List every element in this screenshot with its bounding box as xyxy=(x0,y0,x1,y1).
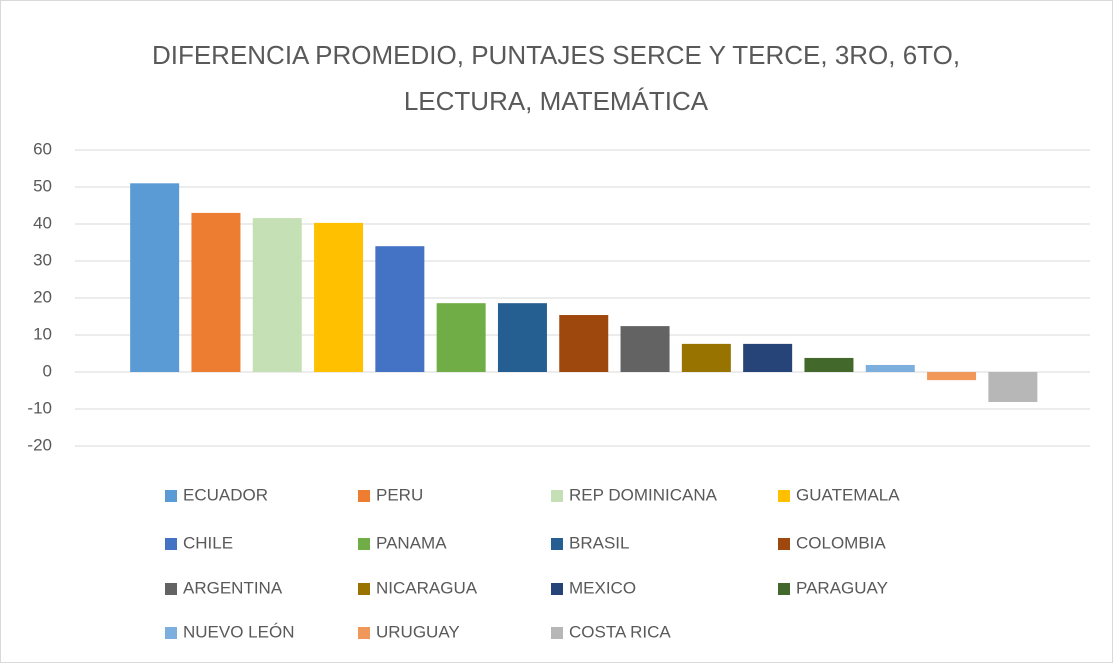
legend-swatch xyxy=(551,538,563,550)
legend-label: ECUADOR xyxy=(183,485,268,504)
bar xyxy=(497,303,547,372)
legend-swatch xyxy=(165,490,177,502)
legend-label: CHILE xyxy=(183,533,233,552)
legend-label: PERU xyxy=(376,485,423,504)
bar xyxy=(865,364,915,372)
legend-swatch xyxy=(778,490,790,502)
bar xyxy=(559,315,609,372)
legend-label: BRASIL xyxy=(569,533,629,552)
legend-swatch xyxy=(551,490,563,502)
legend-label: ARGENTINA xyxy=(183,578,283,597)
y-tick-label: 10 xyxy=(33,324,52,343)
legend-swatch xyxy=(358,627,370,639)
bar xyxy=(804,357,854,372)
legend-swatch xyxy=(778,583,790,595)
y-tick-label: 40 xyxy=(33,213,52,232)
y-tick-label: -10 xyxy=(27,398,52,417)
legend-swatch xyxy=(551,627,563,639)
y-tick-label: -20 xyxy=(27,435,52,454)
legend-swatch xyxy=(165,538,177,550)
legend-swatch xyxy=(165,627,177,639)
legend-label: MEXICO xyxy=(569,578,636,597)
y-tick-label: 20 xyxy=(33,287,52,306)
legend-swatch xyxy=(358,490,370,502)
bar xyxy=(927,372,977,381)
legend-label: URUGUAY xyxy=(376,622,460,641)
bar xyxy=(681,343,731,372)
legend-label: REP DOMINICANA xyxy=(569,485,718,504)
bar xyxy=(314,222,364,372)
legend-label: GUATEMALA xyxy=(796,485,900,504)
bar xyxy=(620,326,670,372)
bar xyxy=(252,218,302,372)
bar xyxy=(743,343,793,372)
legend-label: COSTA RICA xyxy=(569,622,671,641)
legend-label: PARAGUAY xyxy=(796,578,888,597)
legend-swatch xyxy=(358,538,370,550)
chart-title: DIFERENCIA PROMEDIO, PUNTAJES SERCE Y TE… xyxy=(151,40,961,116)
y-tick-label: 50 xyxy=(33,176,52,195)
legend-swatch xyxy=(358,583,370,595)
y-tick-label: 60 xyxy=(33,139,52,158)
legend-swatch xyxy=(551,583,563,595)
bar xyxy=(988,372,1038,402)
legend-label: COLOMBIA xyxy=(796,533,886,552)
legend-swatch xyxy=(778,538,790,550)
bar xyxy=(436,303,486,372)
bar xyxy=(130,183,180,372)
y-tick-label: 0 xyxy=(43,361,52,380)
legend-swatch xyxy=(165,583,177,595)
legend-label: NICARAGUA xyxy=(376,578,478,597)
legend-label: PANAMA xyxy=(376,533,447,552)
bar xyxy=(191,212,241,372)
y-tick-label: 30 xyxy=(33,250,52,269)
legend-label: NUEVO LEÓN xyxy=(183,622,294,641)
bar xyxy=(375,246,425,372)
